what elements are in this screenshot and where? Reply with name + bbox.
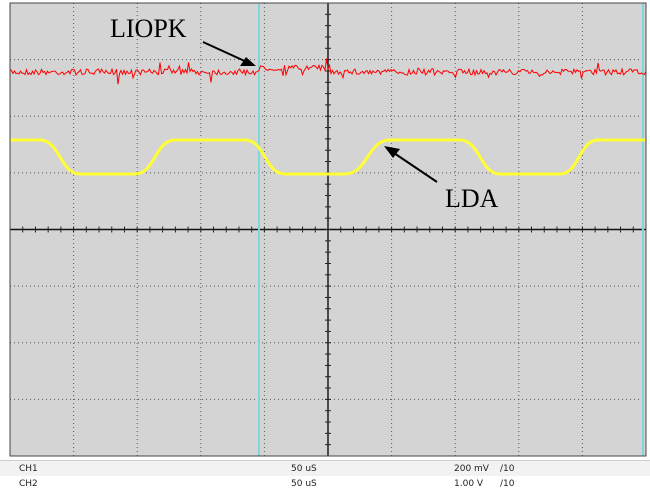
probe-ratio: /10 — [500, 479, 515, 489]
timebase: 50 uS — [291, 464, 317, 474]
channel-row-ch1: CH1 50 uS 200 mV /10 — [0, 460, 650, 477]
vertical-scale: 200 mV — [454, 464, 489, 474]
ch1-trace — [9, 58, 647, 85]
grid — [9, 2, 647, 457]
channel-name: CH2 — [19, 479, 38, 489]
channel-row-ch2: CH2 50 uS 1.00 V /10 — [0, 476, 650, 492]
channel-name: CH1 — [19, 464, 38, 474]
arrow-lda-icon — [384, 146, 438, 183]
vertical-scale: 1.00 V — [454, 479, 484, 489]
arrow-liopk-icon — [202, 41, 256, 66]
ch2-trace — [10, 138, 646, 176]
scope-border — [9, 2, 647, 457]
probe-ratio: /10 — [500, 464, 515, 474]
timebase: 50 uS — [291, 479, 317, 489]
annotation-lda: LDA — [445, 184, 499, 213]
annotation-liopk: LIOPK — [110, 14, 187, 43]
